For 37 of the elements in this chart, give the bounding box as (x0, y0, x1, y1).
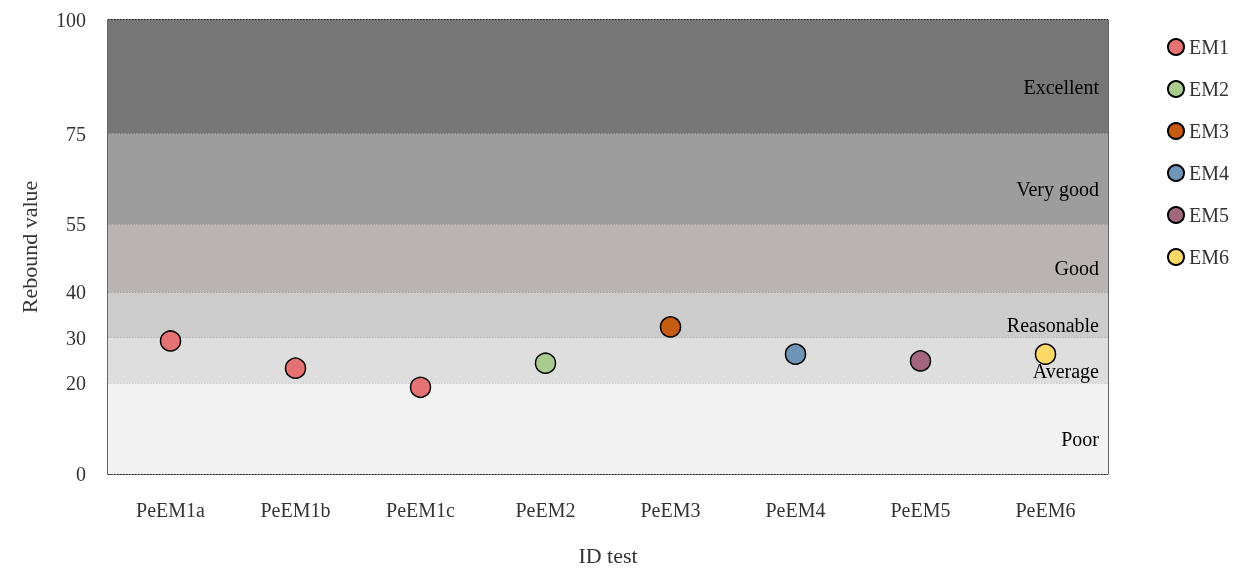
legend-label: EM3 (1189, 120, 1229, 142)
band-label: Very good (1016, 177, 1099, 201)
legend-label: EM4 (1189, 162, 1229, 184)
y-tick-label: 100 (56, 9, 86, 31)
point (1034, 343, 1057, 365)
legend-label: EM2 (1189, 78, 1229, 100)
x-tick-label: PeEM1c (386, 499, 456, 521)
band-label: Good (1054, 257, 1099, 280)
x-tick-label: PeEM4 (765, 499, 826, 521)
y-tick-label: 40 (66, 281, 86, 304)
band-label: Reasonable (1006, 314, 1100, 337)
band-label: Average (1032, 359, 1100, 383)
x-tick-label: PeEM6 (1015, 499, 1076, 521)
x-tick-label: PeEM5 (890, 499, 951, 521)
point (784, 343, 807, 365)
y-tick-label: 55 (66, 213, 86, 236)
legend-label: EM1 (1189, 36, 1229, 58)
point (284, 357, 307, 379)
x-tick-label: PeEM1b (260, 499, 331, 521)
y-axis-title: Rebound value (16, 180, 42, 314)
band-label: Poor (1061, 427, 1100, 450)
point (534, 352, 557, 374)
y-tick-label: 75 (66, 122, 86, 145)
x-tick-label: PeEM3 (640, 499, 701, 521)
point (659, 316, 682, 338)
point (159, 330, 182, 352)
y-tick-label: 20 (66, 372, 86, 395)
x-tick-label: PeEM2 (515, 499, 576, 521)
band-label: Excellent (1023, 75, 1100, 98)
y-tick-label: 0 (76, 463, 86, 485)
y-tick-label: 30 (66, 326, 86, 349)
x-tick-label: PeEM1a (136, 499, 206, 521)
point (909, 350, 932, 372)
point (409, 376, 432, 399)
legend-label: EM5 (1189, 204, 1229, 226)
legend-label: EM6 (1189, 246, 1229, 268)
x-axis-title: ID test (578, 542, 638, 568)
